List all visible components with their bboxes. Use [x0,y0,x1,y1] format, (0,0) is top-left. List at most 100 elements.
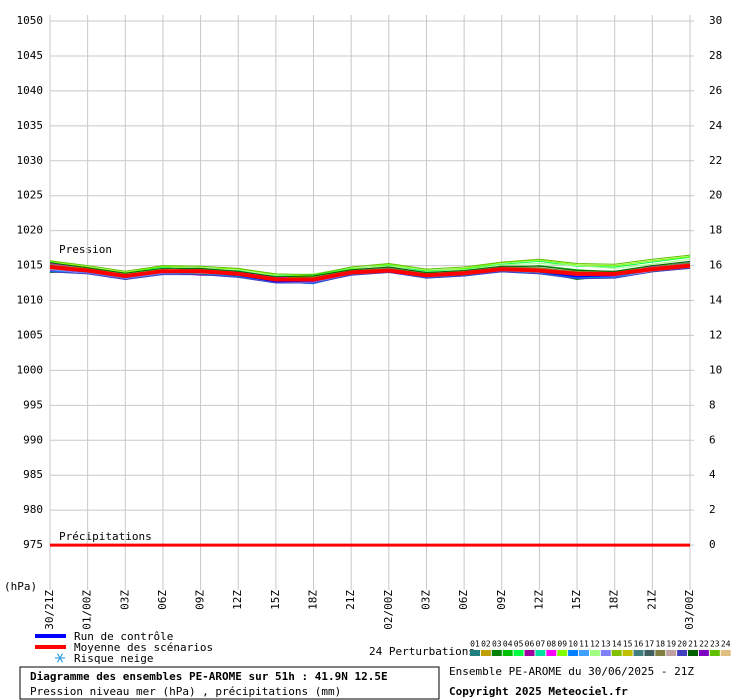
x-tick-label: 06Z [156,590,169,610]
perturbation-swatch [633,650,644,656]
perturbation-swatch [502,650,513,656]
perturbation-line [49,267,691,284]
x-tick-label: 03Z [419,590,432,610]
perturbation-label: 03 [492,640,502,649]
perturbation-swatch [535,650,546,656]
perturbation-label: 07 [536,640,546,649]
x-tick-label: 02/00Z [382,590,395,630]
perturbation-line [49,260,691,278]
x-tick-label: 09Z [495,590,508,610]
y2-tick-label: 28 [709,49,722,62]
y2-tick-label: 12 [709,328,722,341]
y-tick-label: 980 [23,503,43,516]
perturbation-line [49,254,691,276]
footer-box [19,666,440,700]
perturbation-label: 21 [688,640,698,649]
perturbation-swatch [688,650,698,656]
y-tick-label: 1000 [17,363,44,376]
perturbation-label: 11 [579,640,589,649]
y2-tick-label: 20 [709,189,722,202]
y-tick-label: 1010 [17,294,44,307]
x-tick-label: 15Z [269,590,282,610]
perturbation-label: 01 [470,640,480,649]
x-tick-label: 18Z [608,590,621,610]
x-tick-label: 12Z [231,590,244,610]
perturbation-label: 17 [645,640,655,649]
perturbation-swatch [579,650,589,656]
perturbation-label: 08 [546,640,556,649]
perturbation-label: 05 [514,640,524,649]
footer-subtitle: Pression niveau mer (hPa) , précipitatio… [30,685,341,698]
y2-tick-label: 24 [709,119,723,132]
perturbation-swatch [644,650,655,656]
perturbation-label: 20 [677,640,687,649]
x-tick-label: 03/00Z [683,590,696,630]
y-tick-label: 1035 [17,119,44,132]
y2-tick-label: 14 [709,294,723,307]
x-tick-label: 03Z [118,590,131,610]
perturbation-swatch [524,650,535,656]
perturbation-label: 10 [568,640,578,649]
y2-tick-label: 0 [709,538,716,551]
pressure-label: Pression [59,243,112,256]
perturbation-label: 09 [557,640,567,649]
y-tick-label: 1030 [17,154,44,167]
perturbation-swatch [513,650,524,656]
perturbation-swatch [720,650,731,656]
run-info: Ensemble PE-AROME du 30/06/2025 - 21Z [449,665,694,678]
legend-label: Risque neige [74,652,153,665]
perturbation-label: 19 [666,640,676,649]
perturbation-label: 16 [634,640,644,649]
x-tick-label: 15Z [570,590,583,610]
y2-tick-label: 4 [709,468,716,481]
copyright: Copyright 2025 Meteociel.fr [449,685,628,698]
perturbation-swatch [611,650,622,656]
y-tick-label: 995 [23,398,43,411]
mean-line [49,263,691,282]
y2-tick-label: 16 [709,259,722,272]
perturbation-label: 14 [612,640,622,649]
perturbation-label: 06 [525,640,535,649]
perturbation-label: 24 [721,640,731,649]
x-tick-label: 09Z [194,590,207,610]
y2-tick-label: 18 [709,224,722,237]
y2-tick-label: 22 [709,154,722,167]
perturbation-label: 02 [481,640,491,649]
perturbations-title: 24 Perturbations [369,645,475,658]
y-tick-label: 975 [23,538,43,551]
perturbation-label: 22 [699,640,709,649]
perturbation-label: 18 [655,640,665,649]
y2-tick-label: 2 [709,503,716,516]
x-tick-label: 30/21Z [43,590,56,630]
perturbation-swatch [666,650,677,656]
precip-label: Précipitations [59,530,152,543]
x-tick-label: 01/00Z [81,590,94,630]
legend-label: Run de contrôle [74,630,173,643]
perturbation-swatch [677,650,688,656]
perturbation-label: 04 [503,640,513,649]
perturbation-swatch [557,650,568,656]
x-tick-label: 06Z [457,590,470,610]
y-unit: (hPa) [4,580,37,593]
x-tick-label: 21Z [645,590,658,610]
x-tick-label: 21Z [344,590,357,610]
y-tick-label: 1025 [17,189,44,202]
perturbation-swatch [546,650,557,656]
y-tick-label: 1015 [17,259,44,272]
y-tick-label: 990 [23,433,43,446]
y2-tick-label: 30 [709,14,722,27]
perturbation-swatch [568,650,579,656]
perturbation-swatch [470,650,480,656]
x-tick-label: 12Z [532,590,545,610]
x-tick-label: 18Z [307,590,320,610]
y-tick-label: 1050 [17,14,44,27]
footer-title: Diagramme des ensembles PE-AROME sur 51h… [30,670,388,683]
perturbation-swatch [480,650,491,656]
perturbation-label: 23 [710,640,720,649]
perturbation-swatch [491,650,502,656]
perturbation-swatch [589,650,600,656]
y-tick-label: 1020 [17,224,44,237]
perturbation-swatch [698,650,709,656]
y-tick-label: 1005 [17,328,44,341]
